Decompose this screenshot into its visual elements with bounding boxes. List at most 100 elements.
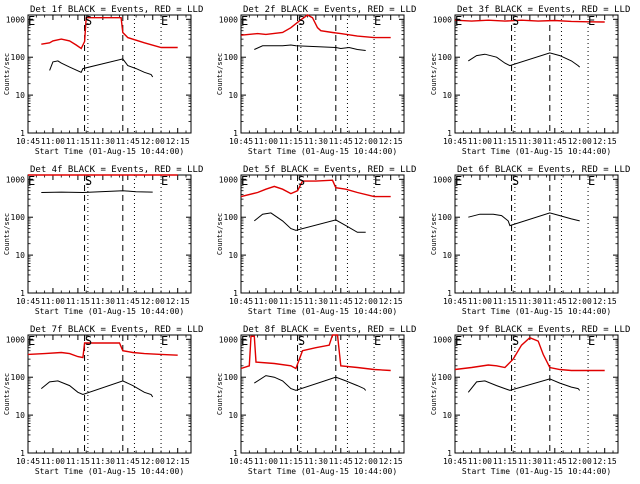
- series-line-lld: [240, 14, 391, 39]
- series-line-lld: [454, 336, 605, 372]
- marker-label-e: E: [241, 14, 248, 28]
- y-tick-label: 1: [20, 449, 25, 458]
- marker-label-e: E: [374, 174, 381, 188]
- x-tick-label: 11:30: [518, 457, 542, 466]
- x-tick-label: 11:45: [543, 457, 567, 466]
- chart-panel-4: Det 4f BLACK = Events, RED = LLD 1 10 100 10…: [3, 165, 203, 316]
- y-tick-label: 100: [11, 213, 26, 222]
- x-tick-label: 11:45: [116, 297, 140, 306]
- marker-label-e: E: [28, 334, 35, 348]
- chart-panel-8: Det 8f BLACK = Events, RED = LLD 1 10 100 10…: [216, 325, 416, 476]
- y-tick-label: 1: [447, 289, 452, 298]
- y-tick-label: 100: [438, 213, 453, 222]
- y-tick-label: 1: [20, 289, 25, 298]
- x-tick-label: 12:00: [141, 137, 165, 146]
- marker-label-e: E: [241, 334, 248, 348]
- marker-label-s: S: [512, 174, 519, 188]
- x-tick-label: 11:30: [304, 137, 328, 146]
- y-tick-label: 1000: [433, 175, 452, 184]
- y-axis-label: Counts/sec: [430, 213, 438, 255]
- marker-label-s: S: [85, 174, 92, 188]
- x-tick-label: 12:15: [593, 297, 617, 306]
- chart-title: Det 8f BLACK = Events, RED = LLD: [243, 325, 416, 335]
- x-tick-label: 11:30: [518, 137, 542, 146]
- x-tick-label: 12:00: [354, 137, 378, 146]
- y-tick-label: 1000: [433, 335, 452, 344]
- chart-title: Det 2f BLACK = Events, RED = LLD: [243, 5, 416, 15]
- y-tick-label: 10: [228, 411, 238, 420]
- y-tick-label: 10: [442, 251, 452, 260]
- x-tick-label: 11:00: [254, 137, 278, 146]
- x-axis-label: Start Time (01-Aug-15 10:44:00): [462, 467, 611, 476]
- plot-frame: [454, 14, 619, 134]
- x-tick-label: 12:15: [593, 137, 617, 146]
- x-tick-label: 11:45: [543, 297, 567, 306]
- marker-label-e: E: [28, 174, 35, 188]
- marker-label-e: E: [455, 334, 462, 348]
- marker-label-e: E: [455, 174, 462, 188]
- x-tick-label: 11:15: [66, 457, 90, 466]
- x-tick-label: 12:00: [354, 297, 378, 306]
- chart-panel-1: Det 1f BLACK = Events, RED = LLD 1 10 100 10…: [3, 5, 203, 156]
- x-tick-label: 11:00: [41, 137, 65, 146]
- x-tick-label: 11:15: [279, 297, 303, 306]
- series-line-events: [254, 375, 367, 391]
- x-tick-label: 12:15: [379, 297, 403, 306]
- marker-label-s: S: [512, 334, 519, 348]
- y-axis-label: Counts/sec: [3, 373, 11, 415]
- y-tick-label: 10: [15, 91, 25, 100]
- x-tick-label: 10:45: [229, 297, 253, 306]
- x-tick-label: 12:00: [141, 297, 165, 306]
- y-axis-label: Counts/sec: [430, 373, 438, 415]
- y-tick-label: 1000: [6, 335, 25, 344]
- x-tick-label: 11:00: [468, 137, 492, 146]
- y-tick-label: 1: [447, 449, 452, 458]
- series-line-events: [467, 378, 581, 393]
- y-tick-label: 100: [11, 53, 26, 62]
- y-tick-label: 1: [233, 129, 238, 138]
- x-tick-label: 11:15: [279, 137, 303, 146]
- series-line-lld: [454, 19, 605, 23]
- chart-title: Det 5f BLACK = Events, RED = LLD: [243, 165, 416, 175]
- x-axis-label: Start Time (01-Aug-15 10:44:00): [35, 147, 184, 156]
- x-tick-label: 12:00: [141, 457, 165, 466]
- y-axis-label: Counts/sec: [216, 373, 224, 415]
- x-tick-label: 11:15: [66, 297, 90, 306]
- x-axis-label: Start Time (01-Aug-15 10:44:00): [462, 307, 611, 316]
- marker-label-e: E: [241, 174, 248, 188]
- x-tick-label: 11:45: [543, 137, 567, 146]
- marker-label-e: E: [161, 174, 168, 188]
- y-tick-label: 10: [15, 411, 25, 420]
- x-tick-label: 11:45: [329, 137, 353, 146]
- x-tick-label: 10:45: [16, 297, 40, 306]
- chart-title: Det 3f BLACK = Events, RED = LLD: [457, 5, 630, 15]
- series-line-lld: [41, 17, 178, 50]
- x-tick-label: 11:15: [66, 137, 90, 146]
- plot-frame: [27, 334, 192, 454]
- x-tick-label: 11:00: [468, 297, 492, 306]
- plot-frame: [240, 14, 405, 134]
- marker-label-e: E: [588, 174, 595, 188]
- x-tick-label: 12:00: [568, 457, 592, 466]
- chart-panel-6: Det 6f BLACK = Events, RED = LLD 1 10 100 10…: [430, 165, 630, 316]
- marker-label-s: S: [298, 334, 305, 348]
- x-axis-label: Start Time (01-Aug-15 10:44:00): [462, 147, 611, 156]
- x-tick-label: 12:00: [568, 137, 592, 146]
- x-tick-label: 12:15: [166, 137, 190, 146]
- chart-panel-2: Det 2f BLACK = Events, RED = LLD 1 10 100 10…: [216, 5, 416, 156]
- series-line-events: [468, 52, 581, 68]
- x-tick-label: 11:30: [91, 297, 115, 306]
- marker-label-e: E: [374, 14, 381, 28]
- chart-title: Det 1f BLACK = Events, RED = LLD: [30, 5, 203, 15]
- x-tick-label: 11:00: [254, 297, 278, 306]
- x-tick-label: 10:45: [229, 457, 253, 466]
- x-tick-label: 12:15: [593, 457, 617, 466]
- marker-label-e: E: [455, 14, 462, 28]
- series-line-events: [253, 212, 366, 233]
- x-tick-label: 11:00: [41, 297, 65, 306]
- series-line-events: [41, 190, 153, 194]
- marker-label-s: S: [85, 334, 92, 348]
- y-tick-label: 1: [447, 129, 452, 138]
- x-tick-label: 12:00: [354, 457, 378, 466]
